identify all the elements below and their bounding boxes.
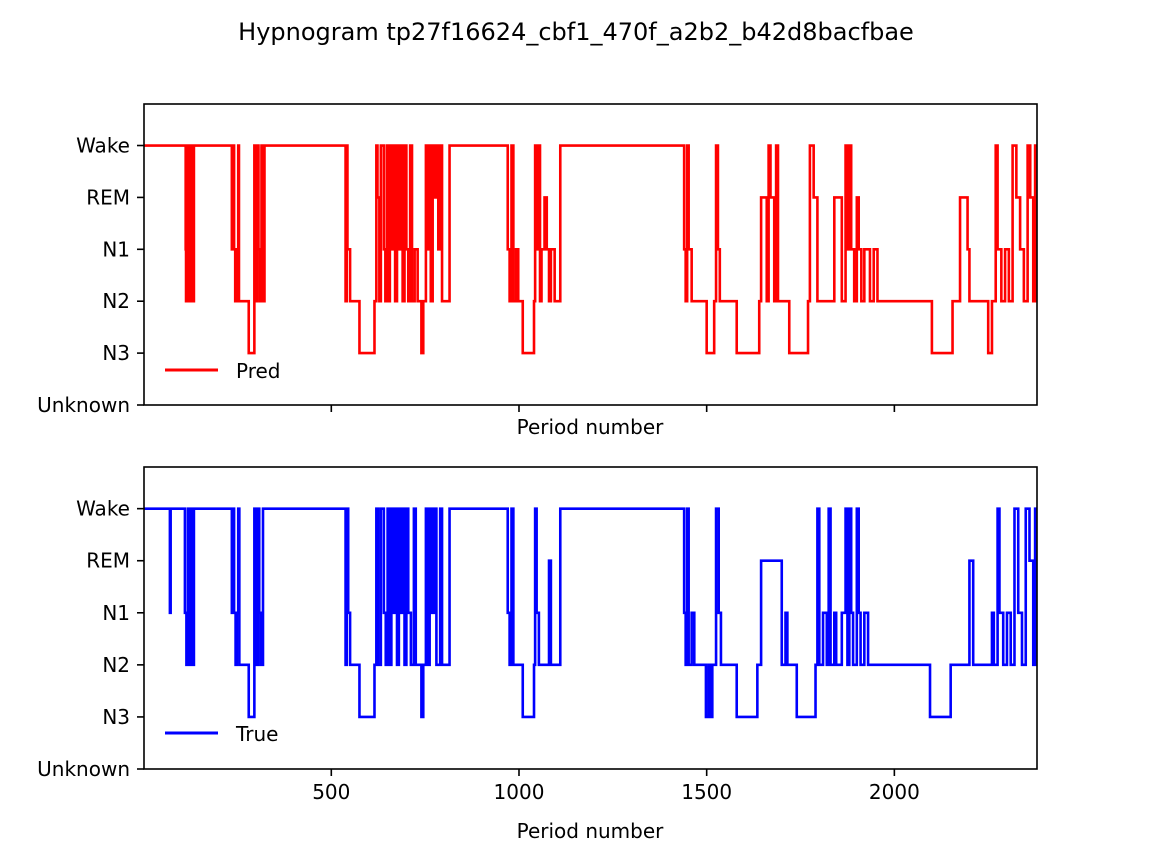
true-y-tick-label: N2 [102,653,130,677]
true-subplot: Unknown N3 N2 N1 REM Wake 500 1000 1500 2000 Per… [37,466,1038,843]
true-legend: True [165,722,278,746]
chart-title: Hypnogram tp27f16624_cbf1_470f_a2b2_b42d… [238,18,914,46]
pred-step-path [144,144,1037,355]
pred-y-tick-label: N1 [102,237,130,261]
pred-x-axis [330,405,896,412]
pred-y-axis: Unknown N3 N2 N1 REM Wake [37,134,144,417]
pred-legend: Pred [165,359,281,383]
pred-plot-area [144,144,1037,355]
true-plot-area [144,507,1037,719]
true-legend-label: True [235,722,278,746]
true-step-path [144,507,1037,719]
pred-y-tick-label: Wake [76,134,130,158]
pred-y-tick-label: REM [86,185,130,209]
pred-y-tick-label: N3 [102,341,130,365]
pred-series-line [144,144,1037,355]
pred-axes-frame [143,103,1038,406]
true-y-tick-label: REM [86,549,130,573]
true-x-axis-label: Period number [517,819,665,843]
true-y-tick-label: N3 [102,705,130,729]
true-y-tick-label: N1 [102,601,130,625]
true-y-tick-label: Unknown [37,757,130,781]
true-y-tick-label: Wake [76,497,130,521]
true-x-tick-label: 1000 [494,780,545,804]
true-x-tick-label: 2000 [869,780,920,804]
true-x-tick-label: 1500 [681,780,732,804]
true-series-line [144,507,1037,719]
pred-legend-label: Pred [236,359,281,383]
pred-subplot: Unknown N3 N2 N1 REM Wake Period number Pred [37,103,1038,439]
true-y-axis: Unknown N3 N2 N1 REM Wake [37,497,144,781]
pred-y-tick-label: Unknown [37,393,130,417]
true-axes-frame [143,466,1038,770]
true-x-tick-label: 500 [312,780,350,804]
true-x-axis: 500 1000 1500 2000 [312,769,920,804]
pred-x-axis-label: Period number [517,415,665,439]
pred-y-tick-label: N2 [102,289,130,313]
